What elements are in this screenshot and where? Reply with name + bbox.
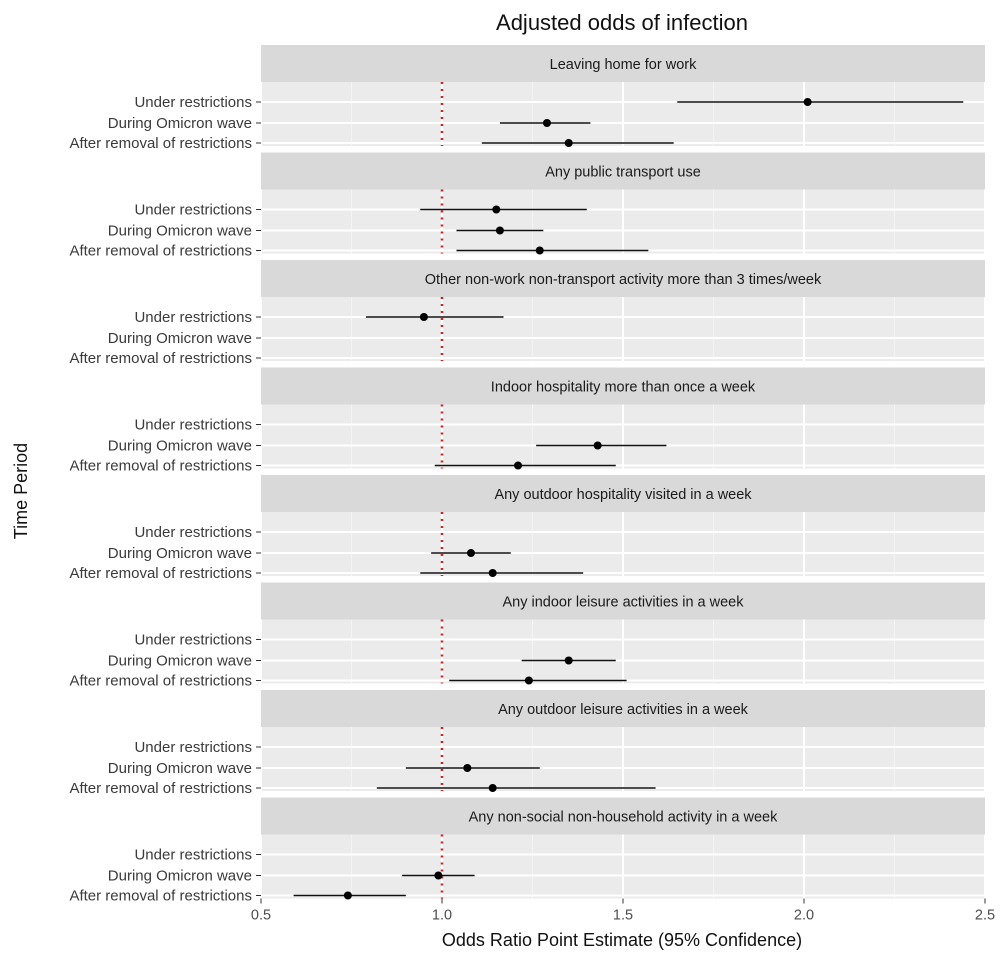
- x-tick-label: 1.5: [613, 908, 633, 924]
- facet-strip: [261, 45, 985, 82]
- row-label: Under restrictions: [134, 417, 252, 434]
- row-label: Under restrictions: [134, 202, 252, 219]
- row-label: During Omicron wave: [108, 653, 252, 670]
- row-label: Under restrictions: [134, 524, 252, 541]
- point-estimate: [524, 676, 533, 685]
- row-label: During Omicron wave: [108, 868, 252, 885]
- facet-panel: Leaving home for work Under restrictions D…: [69, 45, 986, 152]
- facet-panel: Any non-social non-household activity in…: [69, 797, 986, 905]
- row-label: Under restrictions: [134, 309, 252, 326]
- x-tick-label: 2.5: [975, 908, 995, 924]
- point-estimate: [535, 246, 544, 255]
- y-axis-title: Time Period: [11, 443, 31, 539]
- facet-strip: [261, 260, 985, 297]
- point-estimate: [593, 441, 602, 450]
- row-label: After removal of restrictions: [69, 350, 252, 367]
- row-label: During Omicron wave: [108, 760, 252, 777]
- row-label: During Omicron wave: [108, 438, 252, 455]
- facet-strip-label: Indoor hospitality more than once a week: [491, 380, 756, 396]
- x-axis: 0.5 1.0 1.5 2.0 2.5: [251, 898, 995, 924]
- chart-title: Adjusted odds of infection: [496, 10, 748, 35]
- row-label: After removal of restrictions: [69, 780, 252, 797]
- row-label: After removal of restrictions: [69, 135, 252, 152]
- point-estimate: [564, 656, 573, 665]
- facet-strip-label: Leaving home for work: [550, 57, 697, 73]
- point-estimate: [495, 226, 504, 235]
- facet-panel: Other non-work non-transport activity mo…: [69, 260, 986, 367]
- point-estimate: [514, 461, 523, 470]
- point-estimate: [564, 139, 573, 147]
- row-label: After removal of restrictions: [69, 673, 252, 690]
- facet-strip: [261, 152, 985, 190]
- facet-panel: Any indoor leisure activities in a week U…: [69, 582, 986, 690]
- point-estimate: [803, 98, 812, 106]
- row-label: During Omicron wave: [108, 545, 252, 562]
- point-estimate: [488, 569, 497, 577]
- facet-panel: Indoor hospitality more than once a week…: [69, 367, 986, 475]
- x-tick-label: 1.0: [432, 908, 452, 924]
- point-estimate: [463, 764, 472, 772]
- row-label: After removal of restrictions: [69, 243, 252, 260]
- x-tick-label: 2.0: [794, 908, 814, 924]
- point-estimate: [419, 313, 428, 321]
- row-label: Under restrictions: [134, 632, 252, 649]
- point-estimate: [343, 891, 352, 900]
- facet-strip-label: Any public transport use: [545, 165, 701, 181]
- facet-strip-label: Any non-social non-household activity in…: [469, 810, 778, 826]
- point-estimate: [492, 205, 501, 214]
- x-tick-label: 0.5: [251, 908, 271, 924]
- facet-strip-label: Any outdoor leisure activities in a week: [498, 702, 749, 718]
- row-label: During Omicron wave: [108, 115, 252, 132]
- row-label: After removal of restrictions: [69, 458, 252, 475]
- point-estimate: [466, 549, 475, 557]
- row-label: After removal of restrictions: [69, 565, 252, 582]
- row-label: After removal of restrictions: [69, 888, 252, 905]
- facet-strip: [261, 690, 985, 727]
- facet-strip: [261, 475, 985, 512]
- facet-strip: [261, 797, 985, 835]
- facet-strip-label: Any indoor leisure activities in a week: [503, 595, 745, 611]
- facet-strip: [261, 367, 985, 405]
- row-label: Under restrictions: [134, 739, 252, 756]
- point-estimate: [542, 119, 551, 127]
- facet-strip: [261, 582, 985, 620]
- row-label: During Omicron wave: [108, 223, 252, 240]
- panels-layer: Leaving home for work Under restrictions D…: [69, 45, 986, 905]
- facet-panel: Any outdoor hospitality visited in a wee…: [69, 475, 986, 582]
- point-estimate: [434, 871, 443, 880]
- facet-panel: Any outdoor leisure activities in a week…: [69, 690, 986, 797]
- facet-panel: Any public transport use Under restrictio…: [69, 152, 986, 260]
- point-estimate: [488, 784, 497, 792]
- facet-strip-label: Other non-work non-transport activity mo…: [425, 272, 822, 288]
- row-label: Under restrictions: [134, 94, 252, 111]
- row-label: During Omicron wave: [108, 330, 252, 347]
- x-axis-title: Odds Ratio Point Estimate (95% Confidenc…: [442, 930, 802, 950]
- row-label: Under restrictions: [134, 847, 252, 864]
- facet-strip-label: Any outdoor hospitality visited in a wee…: [494, 487, 752, 503]
